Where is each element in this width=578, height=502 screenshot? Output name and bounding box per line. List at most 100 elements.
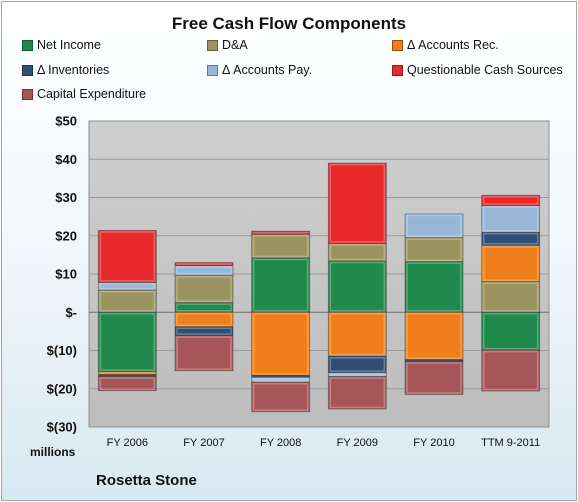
bar-segment <box>404 237 464 263</box>
legend-label: Capital Expenditure <box>37 87 147 101</box>
bar-segment <box>251 376 311 383</box>
y-axis-unit-label: millions <box>30 445 76 459</box>
y-tick-label: $10 <box>55 267 77 282</box>
bar-segment <box>327 355 387 374</box>
bar-highlight <box>252 382 309 411</box>
y-tick-label: $20 <box>55 228 77 243</box>
bar-highlight <box>406 313 462 359</box>
legend-swatch <box>392 64 403 76</box>
bar-highlight <box>406 238 462 262</box>
bar-highlight <box>176 327 232 335</box>
y-tick-label: $(30) <box>47 420 77 435</box>
legend-label: Questionable Cash Sources <box>407 63 563 77</box>
legend-label: Δ Accounts Rec. <box>407 38 499 52</box>
bar-segment <box>251 233 311 259</box>
bar-segment <box>327 260 387 313</box>
bar-segment <box>251 381 311 413</box>
bar-segment <box>97 289 157 313</box>
bar-segment <box>481 244 541 283</box>
bar-segment <box>481 349 541 392</box>
legend-item-accounts-rec: Δ Accounts Rec. <box>392 38 499 52</box>
bar-highlight <box>176 313 232 327</box>
bar-highlight <box>252 378 309 382</box>
x-tick-label: TTM 9-2011 <box>481 437 540 449</box>
bar-segment <box>404 361 464 395</box>
legend-swatch <box>22 39 33 51</box>
bar-segment <box>97 311 157 372</box>
bar-segment <box>481 205 541 233</box>
bar-highlight <box>99 313 156 371</box>
bar-segment <box>174 335 234 372</box>
bar-highlight <box>329 163 386 243</box>
bar-highlight <box>176 336 232 371</box>
y-tick-label: $(10) <box>47 343 77 358</box>
legend-item-da: D&A <box>207 38 248 52</box>
bar-segment <box>481 281 541 313</box>
bar-highlight <box>176 275 232 302</box>
bar-segment <box>404 213 464 239</box>
bar-segment <box>327 311 387 357</box>
chart-title: Free Cash Flow Components <box>171 14 407 33</box>
legend-item-accounts-pay: Δ Accounts Pay. <box>207 63 312 77</box>
x-tick-label: FY 2007 <box>183 437 224 449</box>
bar-segment <box>251 230 311 235</box>
bar-highlight <box>329 244 386 261</box>
bar-segment <box>97 376 157 392</box>
bar-segment <box>481 311 541 351</box>
company-name: Rosetta Stone <box>96 472 197 489</box>
y-tick-label: $30 <box>55 190 77 205</box>
bar-highlight <box>329 313 386 356</box>
y-tick-label: $40 <box>55 152 77 167</box>
legend-item-inventories: Δ Inventories <box>22 63 109 77</box>
legend-label: Net Income <box>37 38 101 52</box>
bar-highlight <box>99 283 156 290</box>
bar-highlight <box>482 206 539 232</box>
legend-label: Δ Accounts Pay. <box>222 63 313 77</box>
bar-highlight <box>176 266 232 275</box>
bar-highlight <box>176 303 232 312</box>
legend-swatch <box>22 64 33 76</box>
bar-highlight <box>329 377 386 409</box>
bar-segment <box>97 229 157 283</box>
bar-segment <box>327 376 387 410</box>
bar-segment <box>251 311 311 376</box>
y-tick-label: $50 <box>55 114 77 129</box>
bar-segment <box>481 194 541 206</box>
bar-segment <box>404 311 464 361</box>
legend-swatch <box>22 88 33 100</box>
bar-highlight <box>482 350 539 391</box>
bar-highlight <box>406 262 462 312</box>
x-tick-label: FY 2010 <box>413 437 454 449</box>
bar-highlight <box>406 362 462 394</box>
bar-highlight <box>329 261 386 312</box>
legend-swatch <box>392 39 403 51</box>
bars <box>97 162 541 413</box>
bar-highlight <box>252 258 309 312</box>
gridlines <box>89 158 549 390</box>
legend-swatch <box>207 39 218 51</box>
y-tick-label: $- <box>65 305 77 320</box>
bar-highlight <box>252 313 309 375</box>
legend-item-net-income: Net Income <box>22 38 101 52</box>
y-tick-labels: $50 $40 $30 $20 $10 $- $(10) $(20) $(30) <box>47 114 77 435</box>
x-tick-label: FY 2008 <box>260 437 301 449</box>
legend-item-capex: Capital Expenditure <box>22 87 146 101</box>
legend-swatch <box>207 64 218 76</box>
bar-highlight <box>252 234 309 258</box>
bar-highlight <box>99 231 156 282</box>
bar-highlight <box>482 313 539 350</box>
bar-segment <box>327 242 387 262</box>
bar-highlight <box>482 233 539 245</box>
bar-segment <box>174 262 234 266</box>
y-tick-label: $(20) <box>47 381 77 396</box>
bar-highlight <box>406 214 462 237</box>
bar-highlight <box>482 246 539 281</box>
bar-highlight <box>482 195 539 205</box>
legend-label: Δ Inventories <box>37 63 110 77</box>
bar-highlight <box>482 282 539 312</box>
bar-highlight <box>329 356 386 372</box>
x-tick-label: FY 2009 <box>337 437 378 449</box>
bar-highlight <box>329 373 386 376</box>
legend-item-questionable: Questionable Cash Sources <box>392 63 563 77</box>
